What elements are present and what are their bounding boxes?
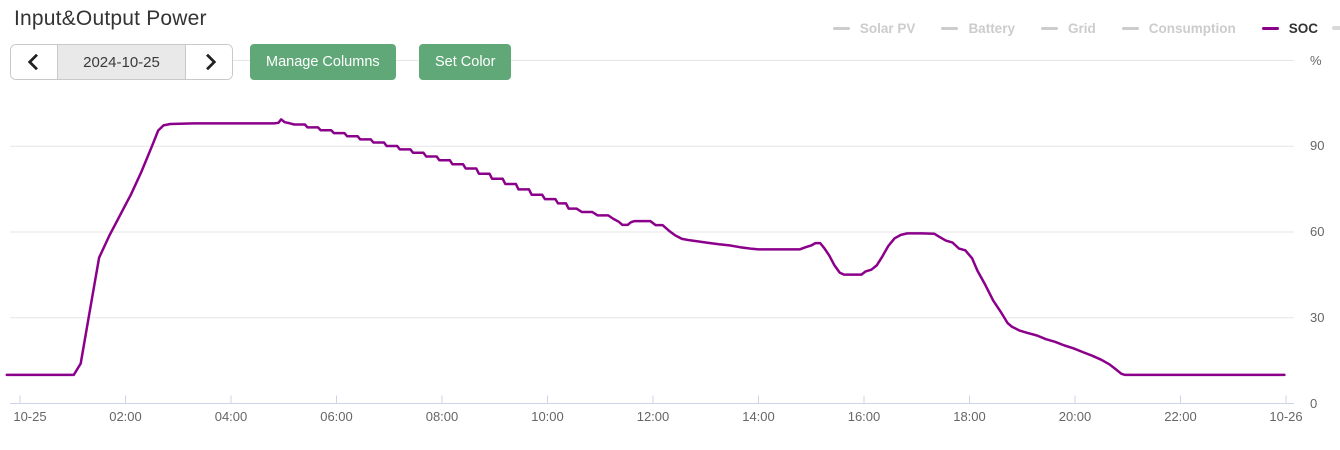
soc-line [5,118,1286,377]
date-navigator: 2024-10-25 [10,44,233,80]
clipped-edge-element [1332,26,1340,30]
date-field[interactable]: 2024-10-25 [57,45,186,79]
series-dash-icon [1261,27,1279,30]
legend-item-consumption[interactable]: Consumption [1121,21,1236,36]
y-axis-label: 0 [1310,395,1318,411]
series-dash-icon [1040,27,1058,30]
legend-label: Battery [968,21,1015,36]
x-axis-label: 10-25 [13,409,47,424]
x-axis-label: 10-26 [1269,409,1303,424]
legend-label: Consumption [1148,21,1236,36]
legend-label: Solar PV [859,21,916,36]
y-axis-label: 60 [1310,224,1325,239]
legend-label: SOC [1288,21,1318,36]
next-day-button[interactable] [186,45,232,79]
legend-item-soc[interactable]: SOC [1261,21,1318,36]
y-axis-label: 90 [1310,138,1325,154]
chevron-right-icon [199,53,216,71]
x-axis-label: 20:00 [1058,409,1092,424]
legend-item-solar-pv[interactable]: Solar PV [832,21,916,36]
y-axis-label: 30 [1310,309,1325,325]
x-axis-label: 02:00 [109,409,142,424]
x-axis-label: 16:00 [847,409,881,424]
x-axis-label: 06:00 [320,409,353,424]
x-axis-label: 18:00 [953,409,986,424]
x-axis-label: 12:00 [636,409,670,424]
legend-item-battery[interactable]: Battery [941,21,1015,36]
prev-day-button[interactable] [11,45,57,79]
chevron-left-icon [27,53,44,71]
series-dash-icon [1121,27,1139,30]
chart-legend: Solar PV Battery Grid Consumption SOC [832,21,1318,36]
x-axis-label: 08:00 [425,409,459,424]
legend-label: Grid [1067,21,1096,36]
legend-item-grid[interactable]: Grid [1040,21,1096,36]
x-axis-label: 10:00 [531,409,564,424]
manage-columns-button[interactable]: Manage Columns [250,44,396,80]
x-axis-label: 04:00 [214,409,248,424]
y-axis-unit-label: % [1310,52,1322,68]
x-axis-label: 14:00 [742,409,775,424]
page-title: Input&Output Power [14,7,207,30]
series-dash-icon [941,27,959,30]
series-dash-icon [832,27,850,30]
x-axis-label: 22:00 [1164,409,1197,424]
set-color-button[interactable]: Set Color [419,44,512,80]
